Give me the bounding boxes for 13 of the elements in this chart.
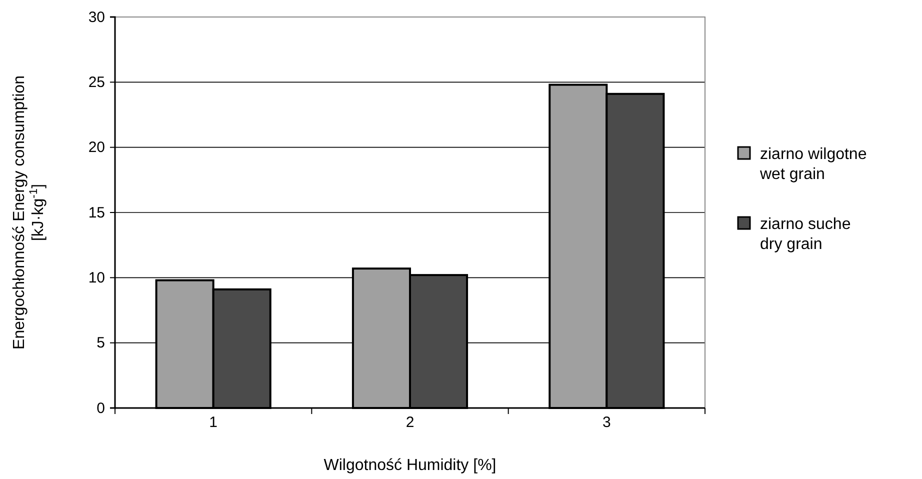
legend-label: ziarno wilgotne wet grain	[759, 146, 867, 183]
x-tick-label: 1	[209, 414, 218, 431]
y-tick-label: 5	[96, 334, 105, 352]
y-tick-label: 30	[88, 8, 105, 26]
legend-label: ziarno suche dry grain	[760, 216, 851, 253]
y-tick-label: 25	[88, 74, 105, 91]
y-tick-label: 10	[88, 269, 105, 286]
y-tick-label: 20	[88, 139, 105, 156]
x-axis-title: Wilgotność Humidity [%]	[324, 457, 496, 474]
x-tick-label: 2	[406, 414, 414, 431]
x-tick-label: 3	[602, 414, 611, 431]
y-tick-label: 0	[96, 400, 105, 417]
y-tick-label: 15	[88, 204, 105, 222]
